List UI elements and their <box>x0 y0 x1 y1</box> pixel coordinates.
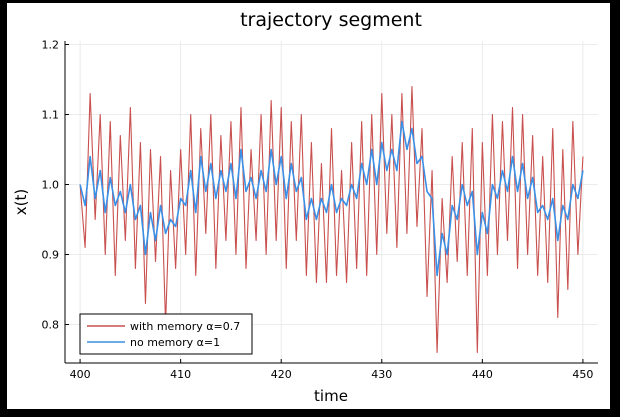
x-tick-label-1: 410 <box>170 368 191 381</box>
axes <box>64 41 598 364</box>
y-tick-label-1: 0.9 <box>42 249 60 262</box>
y-axis-label: x(t) <box>12 189 30 215</box>
y-tick-label-2: 1.0 <box>42 179 60 192</box>
series-line-0 <box>79 85 584 354</box>
legend-box <box>79 313 253 355</box>
legend-label-with-memory: with memory α=0.7 <box>130 320 240 333</box>
y-tick-label-4: 1.2 <box>42 39 60 52</box>
chart-title: trajectory segment <box>240 9 422 31</box>
y-tick-label-3: 1.1 <box>42 109 60 122</box>
legend-label-no-memory: no memory α=1 <box>130 336 220 349</box>
series-line-1 <box>79 120 584 277</box>
x-tick-label-3: 430 <box>371 368 392 381</box>
x-tick-label-0: 400 <box>70 368 91 381</box>
legend: with memory α=0.7 no memory α=1 <box>79 313 253 355</box>
x-axis-label: time <box>314 387 348 405</box>
x-tick-label-2: 420 <box>271 368 292 381</box>
x-tick-label-5: 450 <box>572 368 593 381</box>
x-tick-label-4: 440 <box>472 368 493 381</box>
ticks: 400 410 420 430 440 450 0.8 0.9 1.0 1.1 1.2 <box>42 39 594 382</box>
y-tick-label-0: 0.8 <box>42 319 60 332</box>
grid <box>65 41 598 363</box>
series-layer <box>79 85 584 354</box>
